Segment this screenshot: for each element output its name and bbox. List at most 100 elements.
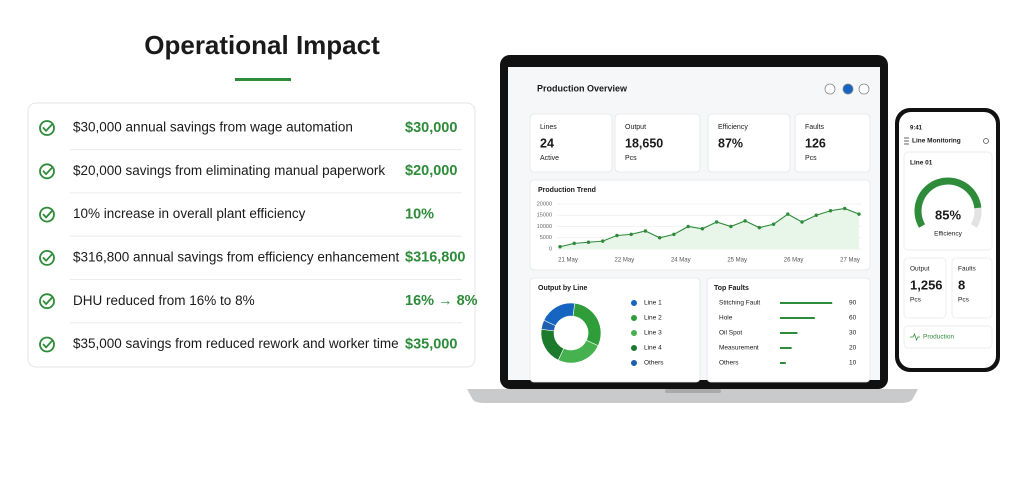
trend-point — [857, 212, 861, 216]
y-tick-label: 0 — [549, 246, 552, 252]
phone-kpi-value: 8 — [958, 277, 965, 292]
x-tick-label: 22 May — [615, 258, 635, 264]
fault-bar — [780, 332, 798, 334]
trend-point — [572, 241, 576, 246]
trend-point — [558, 245, 562, 249]
legend-label: Line 2 — [644, 315, 662, 322]
check-mark — [42, 123, 53, 133]
impact-value: 16% → 8% — [405, 293, 478, 309]
impact-text: $35,000 savings from reduced rework and … — [73, 336, 399, 351]
kpi-unit: Pcs — [805, 155, 817, 162]
phone-kpi — [903, 257, 947, 319]
phone-title: Line Monitoring — [912, 138, 961, 145]
fault-value: 60 — [849, 315, 857, 322]
check-mark — [42, 210, 53, 219]
kpi-label: Lines — [540, 124, 557, 131]
chart-title: Production Trend — [538, 187, 596, 194]
phone-kpi — [951, 257, 993, 319]
fault-bar — [780, 302, 833, 304]
kpi-value: 18,650 — [625, 136, 663, 150]
legend-label: Others — [644, 360, 664, 367]
check-mark — [42, 297, 53, 306]
gauge-label: Efficiency — [934, 231, 962, 238]
check-icon — [39, 336, 55, 353]
phone-tab — [903, 325, 993, 349]
fault-name: Stitching Fault — [719, 300, 760, 307]
trend-point — [814, 213, 818, 217]
y-tick-label: 10000 — [537, 224, 552, 230]
phone-card — [903, 151, 993, 251]
check-icon — [39, 163, 55, 180]
chart-title: Top Faults — [714, 285, 749, 292]
trend-point — [714, 220, 719, 224]
impact-value: $20,000 — [405, 163, 457, 179]
kpi-label: Faults — [805, 124, 825, 131]
trend-point — [686, 224, 690, 229]
fault-name: Oil Spot — [719, 330, 742, 337]
check-icon — [39, 249, 55, 266]
kpi-label: Efficiency — [718, 124, 748, 131]
trend-point — [843, 206, 847, 211]
trend-point — [828, 209, 833, 213]
check-icon — [39, 206, 55, 223]
impact-text: $316,800 annual savings from efficiency … — [73, 249, 399, 264]
fault-value: 90 — [849, 300, 857, 307]
card — [614, 113, 701, 173]
fault-bar — [780, 347, 792, 349]
impact-text: $30,000 annual savings from wage automat… — [73, 120, 353, 135]
impact-value: 10% — [405, 206, 434, 222]
phone-kpi-value: 1,256 — [910, 277, 943, 292]
legend-swatch — [631, 315, 637, 321]
trend-point — [757, 225, 762, 230]
x-tick-label: 24 May — [671, 258, 691, 264]
trend-point — [657, 236, 662, 240]
fault-name: Others — [719, 360, 739, 367]
kpi-unit: Pcs — [625, 155, 637, 162]
title-underline — [235, 78, 291, 81]
impact-card — [27, 102, 476, 368]
check-mark — [42, 253, 53, 263]
check-icon — [39, 120, 55, 136]
fault-value: 20 — [849, 345, 857, 352]
x-tick-label: 21 May — [558, 258, 578, 264]
check-mark — [42, 340, 53, 349]
trend-point — [672, 232, 676, 237]
trend-point — [586, 240, 591, 244]
y-tick-label: 5000 — [540, 235, 552, 241]
kpi-value: 87% — [718, 136, 743, 150]
legend-label: Line 3 — [644, 330, 662, 337]
trend-point — [786, 212, 790, 216]
fault-bar — [780, 362, 786, 364]
impact-text: DHU reduced from 16% to 8% — [73, 293, 255, 308]
header-icon — [858, 83, 870, 95]
impact-value: $316,800 — [405, 250, 465, 266]
legend-swatch — [631, 345, 637, 351]
trend-point — [615, 233, 619, 238]
kpi-value: 126 — [805, 136, 826, 150]
pulse-icon — [910, 332, 920, 342]
impact-value: $30,000 — [405, 120, 457, 136]
trend-line — [559, 207, 860, 248]
trend-point — [700, 227, 705, 231]
card — [529, 277, 701, 383]
trend-area — [560, 208, 859, 249]
dashboard-title: Production Overview — [537, 83, 628, 93]
kpi-unit: Active — [540, 155, 559, 162]
gauge-arc — [914, 177, 982, 228]
card — [794, 113, 871, 173]
fault-value: 10 — [849, 360, 857, 367]
status-time: 9:41 — [910, 126, 923, 132]
line-name: Line 01 — [910, 160, 933, 167]
fault-name: Hole — [719, 315, 733, 322]
laptop-notch — [665, 389, 721, 393]
bell-icon — [983, 138, 989, 144]
card — [529, 113, 613, 173]
donut-slice — [540, 319, 557, 332]
trend-point — [800, 220, 804, 224]
impact-text: $20,000 savings from eliminating manual … — [73, 163, 385, 178]
phone-kpi-label: Output — [910, 266, 930, 273]
phone-kpi-unit: Pcs — [910, 297, 922, 304]
laptop-base — [467, 389, 918, 403]
trend-point — [629, 232, 633, 237]
